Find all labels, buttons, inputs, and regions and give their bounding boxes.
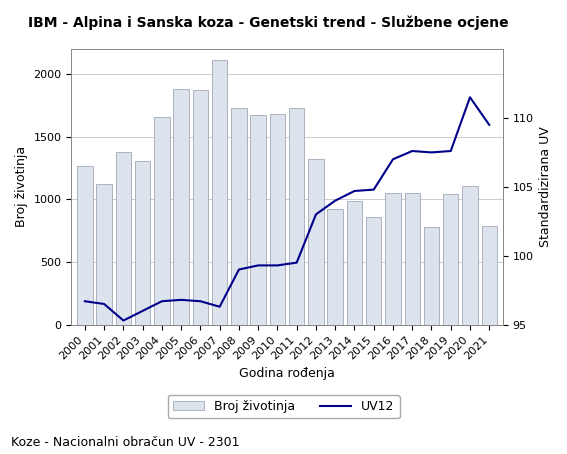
Bar	[174, 89, 189, 325]
Bar	[96, 184, 112, 325]
Bar	[308, 159, 324, 325]
Bar	[443, 194, 459, 325]
Y-axis label: Standardizirana UV: Standardizirana UV	[539, 127, 552, 247]
Bar	[289, 108, 304, 325]
Bar	[385, 193, 401, 325]
Bar	[116, 152, 131, 325]
Bar	[270, 114, 285, 325]
Text: IBM - Alpina i Sanska koza - Genetski trend - Službene ocjene: IBM - Alpina i Sanska koza - Genetski tr…	[28, 16, 509, 30]
Bar	[481, 226, 497, 325]
Legend: Broj životinja, UV12: Broj životinja, UV12	[167, 395, 400, 418]
Bar	[328, 209, 343, 325]
Bar	[212, 60, 227, 325]
Bar	[366, 217, 382, 325]
Bar	[154, 117, 170, 325]
Bar	[77, 166, 92, 325]
Bar	[135, 161, 150, 325]
Bar	[404, 193, 420, 325]
Y-axis label: Broj životinja: Broj životinja	[15, 146, 28, 227]
Bar	[462, 186, 477, 325]
Bar	[251, 115, 266, 325]
Bar	[347, 201, 362, 325]
Bar	[231, 108, 247, 325]
Bar	[193, 90, 208, 325]
Bar	[424, 227, 439, 325]
X-axis label: Godina rođenja: Godina rođenja	[239, 367, 335, 380]
Text: Koze - Nacionalni obračun UV - 2301: Koze - Nacionalni obračun UV - 2301	[11, 436, 240, 449]
